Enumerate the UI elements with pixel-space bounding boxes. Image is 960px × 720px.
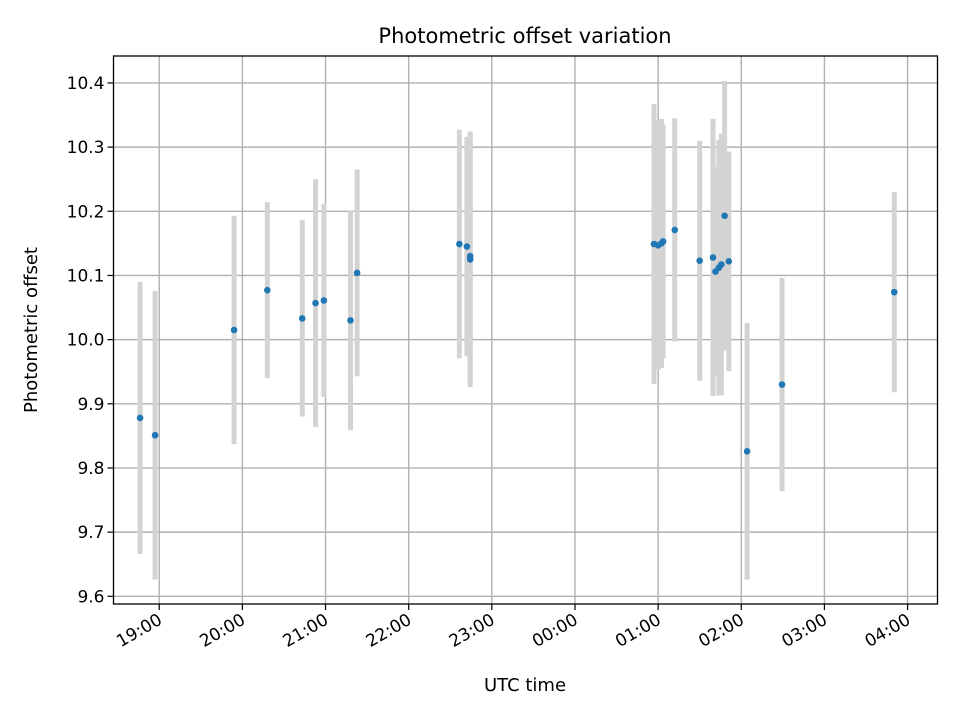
x-tick-label: 00:00 (529, 610, 581, 652)
data-point (778, 381, 786, 388)
x-tick-label: 20:00 (196, 610, 248, 652)
y-tick-label: 10.0 (67, 331, 105, 351)
data-point (696, 257, 703, 264)
x-tick-label: 01:00 (612, 610, 664, 652)
data-point (725, 258, 733, 265)
data-point (718, 261, 725, 268)
x-tick-label: 04:00 (862, 610, 914, 652)
data-point (298, 315, 306, 322)
data-point (709, 254, 717, 261)
x-tick-label: 23:00 (446, 610, 498, 652)
grid-layer (113, 56, 938, 604)
data-point (230, 326, 238, 334)
x-tick-label: 19:00 (113, 610, 165, 652)
data-point (264, 286, 271, 294)
point-layer (136, 212, 898, 455)
errorbar-layer (137, 81, 897, 580)
data-point (743, 447, 751, 455)
data-point (151, 431, 159, 439)
data-point (890, 288, 898, 296)
chart-title: Photometric offset variation (378, 24, 671, 48)
y-tick-label: 10.4 (67, 74, 105, 94)
data-point (136, 414, 144, 422)
data-point (659, 238, 667, 245)
y-tick-label: 10.1 (67, 266, 105, 286)
data-point (353, 269, 361, 277)
x-tick-label: 21:00 (280, 610, 332, 652)
x-tick-label: 02:00 (695, 610, 747, 652)
y-tick-label: 9.6 (77, 587, 104, 607)
y-axis-label: Photometric offset (21, 247, 42, 413)
y-tick-label: 9.9 (77, 395, 104, 415)
data-point (463, 243, 471, 250)
data-point (671, 226, 679, 234)
x-tick-label: 22:00 (363, 610, 415, 652)
y-tick-label: 10.3 (67, 138, 105, 158)
y-tick-label: 9.8 (77, 459, 104, 479)
x-axis-label: UTC time (484, 675, 566, 696)
data-point (721, 212, 728, 220)
data-point (466, 252, 474, 260)
y-tick-label: 10.2 (67, 202, 105, 222)
tick-layer: 19:00 20:00 21:00 22:00 23:00 00:00 01:00 02:00… (67, 74, 914, 652)
plot-frame (112, 55, 939, 605)
data-point (320, 297, 328, 304)
data-point (456, 240, 463, 248)
data-point (312, 299, 319, 307)
data-point (347, 317, 354, 324)
y-tick-label: 9.7 (77, 523, 104, 543)
x-tick-label: 03:00 (778, 610, 830, 652)
